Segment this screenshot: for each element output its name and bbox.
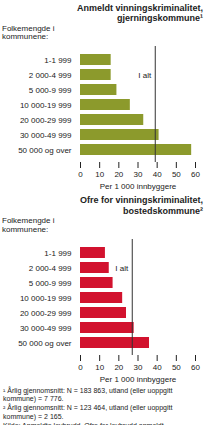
- html-text:¹ Årlig gjennomsnitt: N = 183: ¹ Årlig gjennomsnitt: N = 183 863, utlan…: [3, 386, 173, 402]
- svg-text:50 000 og over: 50 000 og over: [18, 338, 72, 347]
- svg-text:10: 10: [95, 363, 104, 372]
- svg-text:20 000-29 999: 20 000-29 999: [20, 116, 72, 125]
- svg-text:10 000-19 999: 10 000-19 999: [20, 101, 72, 110]
- svg-text:1-1 999: 1-1 999: [44, 248, 72, 257]
- svg-text:60: 60: [191, 363, 200, 372]
- svg-text:5 000-9 999: 5 000-9 999: [29, 86, 72, 95]
- svg-text:40: 40: [153, 363, 162, 372]
- svg-text:50 000 og over: 50 000 og over: [18, 146, 72, 155]
- svg-text:1-1 999: 1-1 999: [44, 56, 72, 65]
- svg-text:2 000-4 999: 2 000-4 999: [29, 263, 72, 272]
- html-text:Anmeldt vinningskriminalitet,: Anmeldt vinningskriminalitet, gjerningsk…: [77, 3, 203, 24]
- html-text:² Årlig gjennomsnitt: N = 123: ² Årlig gjennomsnitt: N = 123 464, utlan…: [3, 404, 173, 420]
- svg-text:I alt: I alt: [115, 263, 129, 272]
- svg-text:40: 40: [153, 170, 162, 179]
- svg-text:0: 0: [78, 363, 83, 372]
- svg-text:30: 30: [134, 170, 143, 179]
- svg-text:10 000-19 999: 10 000-19 999: [20, 293, 72, 302]
- svg-text:50: 50: [172, 363, 181, 372]
- svg-text:30 000-49 999: 30 000-49 999: [20, 131, 72, 140]
- svg-text:10: 10: [95, 170, 104, 179]
- svg-text:0: 0: [78, 170, 83, 179]
- svg-text:5 000-9 999: 5 000-9 999: [29, 278, 72, 287]
- svg-text:60: 60: [191, 170, 200, 179]
- svg-text:20 000-29 999: 20 000-29 999: [20, 308, 72, 317]
- svg-text:I alt: I alt: [138, 71, 152, 80]
- svg-text:20: 20: [114, 170, 123, 179]
- svg-text:50: 50: [172, 170, 181, 179]
- svg-text:30: 30: [134, 363, 143, 372]
- svg-text:Per 1 000 innbyggere: Per 1 000 innbyggere: [100, 374, 177, 383]
- svg-text:2 000-4 999: 2 000-4 999: [29, 71, 72, 80]
- html-text:Ofre for vinningskriminalitet,: Ofre for vinningskriminalitet, bostedsko…: [80, 195, 203, 216]
- svg-text:Per 1 000 innbyggere: Per 1 000 innbyggere: [100, 182, 177, 191]
- svg-text:30 000-49 999: 30 000-49 999: [20, 323, 72, 332]
- html-text:Folkemengde i kommunene:: Folkemengde i kommunene:: [2, 23, 55, 42]
- svg-text:20: 20: [114, 363, 123, 372]
- html-text:Folkemengde i kommunene:: Folkemengde i kommunene:: [2, 216, 55, 234]
